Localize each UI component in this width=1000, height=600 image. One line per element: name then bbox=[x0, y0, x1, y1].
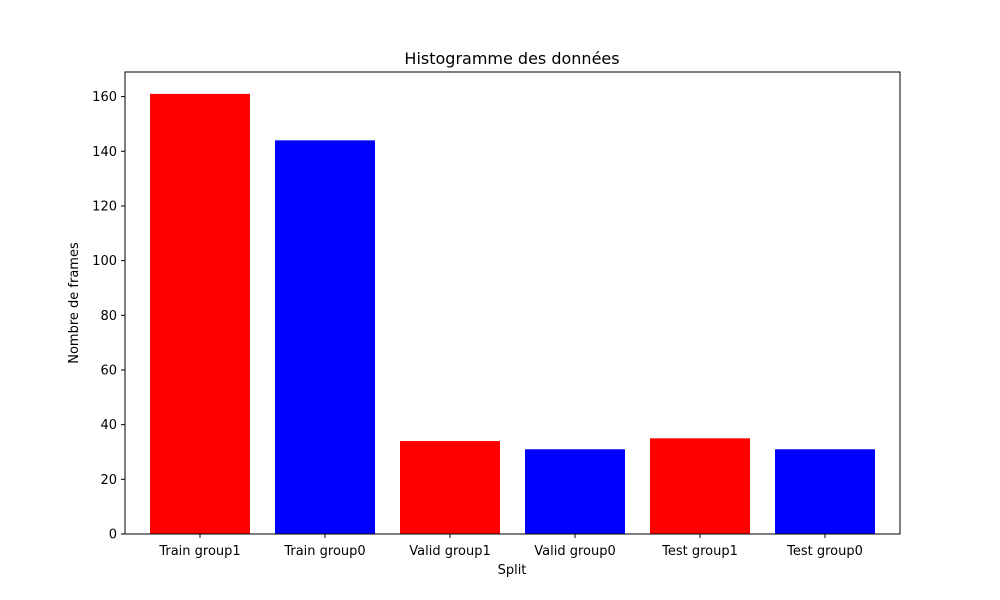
bar-test-group1 bbox=[650, 438, 750, 534]
y-tick-label: 120 bbox=[92, 199, 117, 214]
x-tick-label: Train group0 bbox=[283, 544, 365, 559]
y-axis-ticks: 0 20 40 60 80 100 120 140 160 bbox=[92, 90, 125, 543]
y-tick-label: 60 bbox=[100, 363, 117, 378]
y-tick-label: 40 bbox=[100, 418, 117, 433]
bars-group bbox=[150, 93, 875, 535]
y-tick-label: 100 bbox=[92, 254, 117, 269]
y-tick-label: 80 bbox=[100, 309, 117, 324]
bar-train-group1 bbox=[150, 93, 250, 535]
x-axis-label: Split bbox=[498, 563, 527, 578]
y-axis-label: Nombre de frames bbox=[67, 242, 82, 364]
x-tick-label: Test group0 bbox=[786, 544, 863, 559]
bar-valid-group0 bbox=[525, 449, 625, 534]
x-tick-label: Test group1 bbox=[661, 544, 738, 559]
y-tick-label: 140 bbox=[92, 145, 117, 160]
x-tick-label: Valid group0 bbox=[534, 544, 616, 559]
bar-train-group0 bbox=[275, 140, 375, 534]
plot-frame bbox=[124, 71, 901, 535]
chart-title: Histogramme des données bbox=[404, 49, 619, 68]
x-tick-label: Valid group1 bbox=[409, 544, 491, 559]
y-tick-label: 160 bbox=[92, 90, 117, 105]
y-tick-label: 0 bbox=[109, 528, 117, 543]
bar-test-group0 bbox=[775, 449, 875, 534]
x-axis-ticks: Train group1 Train group0 Valid group1 Vali… bbox=[158, 534, 863, 559]
x-tick-label: Train group1 bbox=[158, 544, 240, 559]
bar-valid-group1 bbox=[400, 441, 500, 534]
y-tick-label: 20 bbox=[100, 473, 117, 488]
